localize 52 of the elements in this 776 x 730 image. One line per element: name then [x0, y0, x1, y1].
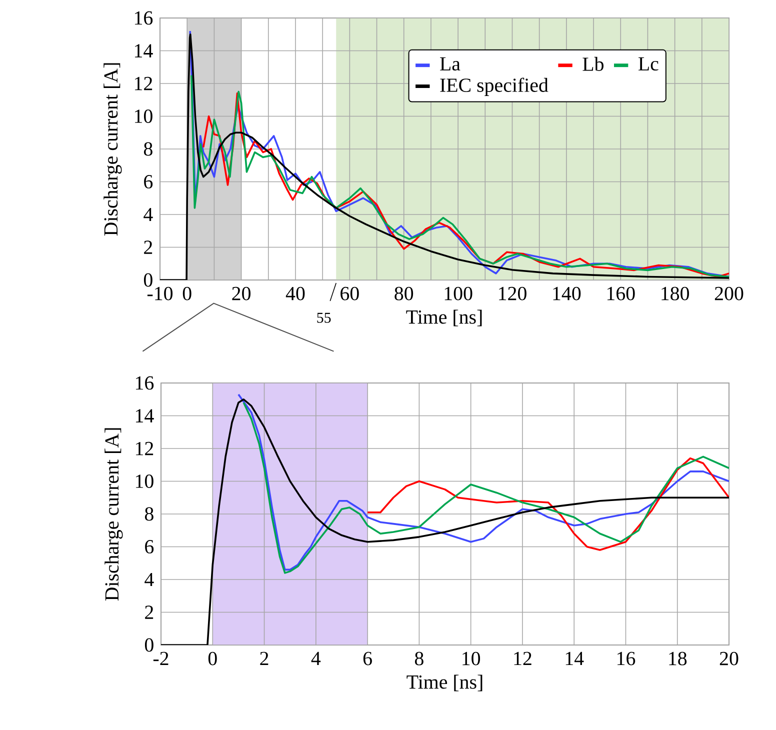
x-tick-label: 8 [414, 652, 424, 666]
y-tick-label: 4 [144, 208, 153, 222]
y-axis-title: Discharge current [A] [104, 63, 122, 236]
x-tick-label: 140 [553, 286, 581, 300]
y-tick-label: 6 [144, 175, 153, 188]
x-tick-label: 10 [462, 652, 480, 666]
y-tick-label: 16 [134, 11, 153, 25]
x-tick-label: 120 [499, 286, 526, 300]
y-tick-label: 14 [134, 44, 153, 58]
y-axis-title: Discharge current [A] [104, 428, 123, 601]
x-tick-label: 18 [669, 652, 687, 666]
y-tick-label: 14 [136, 409, 154, 422]
x-tick-label: 12 [514, 652, 532, 666]
x-tick-label: 180 [662, 286, 689, 300]
x-tick-label: 80 [394, 286, 414, 300]
x-tick-label: 40 [286, 286, 305, 300]
x-tick-label: -2 [153, 652, 168, 666]
x-tick-label: -10 [147, 286, 173, 300]
x-tick-label: 16 [618, 652, 636, 666]
y-tick-label: 2 [145, 606, 154, 619]
x-tick-label: 14 [566, 652, 584, 665]
x-tick-label: 4 [311, 652, 321, 665]
x-tick-label: 160 [607, 286, 635, 300]
x-tick-label: 100 [444, 286, 472, 300]
x-axis-title: Time [ns] [406, 674, 482, 692]
x-axis-title: Time [ns] [406, 310, 482, 326]
y-tick-label: 0 [144, 273, 152, 287]
legend-label: La [440, 57, 460, 71]
y-tick-label: 12 [134, 76, 152, 90]
x-tick-label: 200 [714, 286, 744, 300]
y-tick-label: 6 [145, 540, 154, 554]
x-tick-label: 0 [208, 652, 217, 666]
legend-label: IEC specified [440, 78, 548, 96]
y-tick-label: 8 [144, 507, 154, 521]
x-tick-label: 0 [182, 286, 192, 300]
y-tick-label: 10 [136, 474, 154, 488]
annotation: 55 [317, 312, 331, 323]
y-tick-label: 10 [134, 110, 152, 123]
legend-label: Lc [638, 57, 658, 71]
legend-label: Lb [582, 56, 604, 71]
line-series [366, 457, 730, 551]
y-tick-label: 8 [144, 142, 152, 156]
x-tick-label: 20 [720, 652, 738, 666]
y-tick-label: 0 [144, 638, 154, 652]
x-tick-label: 2 [260, 652, 268, 666]
x-tick-label: 60 [340, 286, 359, 300]
y-tick-label: 16 [136, 376, 154, 390]
x-tick-label: 20 [232, 286, 250, 300]
y-tick-label: 4 [144, 572, 154, 586]
y-tick-label: 2 [144, 240, 152, 254]
x-tick-label: 6 [363, 652, 372, 666]
y-tick-label: 12 [136, 442, 154, 456]
